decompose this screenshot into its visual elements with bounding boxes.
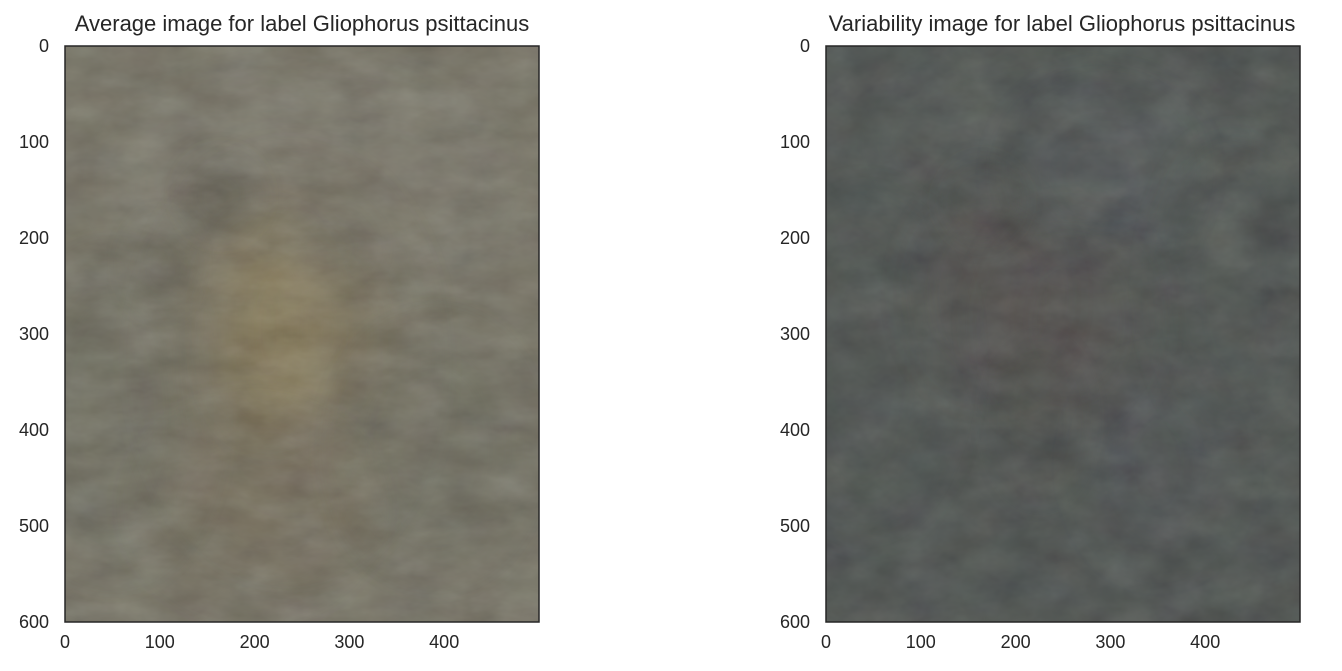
x-tick-label: 400 [1190,632,1220,652]
y-tick-label: 600 [780,612,810,632]
x-tick-label: 200 [240,632,270,652]
plot-frame [64,45,540,623]
y-tick-label: 100 [780,132,810,152]
average-image-panel: Average image for label Gliophorus psitt… [19,11,540,652]
y-tick-label: 300 [19,324,49,344]
x-tick-label: 200 [1001,632,1031,652]
image-area [826,46,1300,622]
y-tick-label: 200 [19,228,49,248]
chart-title: Variability image for label Gliophorus p… [829,11,1296,36]
x-tick-label: 300 [1095,632,1125,652]
x-tick-label: 0 [60,632,70,652]
y-tick-label: 0 [800,36,810,56]
y-tick-label: 200 [780,228,810,248]
y-tick-label: 400 [19,420,49,440]
x-tick-label: 400 [429,632,459,652]
y-tick-label: 500 [780,516,810,536]
x-tick-label: 300 [334,632,364,652]
plot-frame [825,45,1301,623]
y-tick-label: 400 [780,420,810,440]
y-tick-label: 0 [39,36,49,56]
x-tick-label: 0 [821,632,831,652]
y-tick-label: 100 [19,132,49,152]
variability-image-panel: Variability image for label Gliophorus p… [780,11,1301,652]
image-area [65,46,539,622]
y-tick-label: 500 [19,516,49,536]
y-tick-label: 600 [19,612,49,632]
x-tick-label: 100 [145,632,175,652]
y-tick-label: 300 [780,324,810,344]
chart-title: Average image for label Gliophorus psitt… [75,11,530,36]
x-tick-label: 100 [906,632,936,652]
image-texture [826,46,1300,622]
image-texture [65,46,539,622]
